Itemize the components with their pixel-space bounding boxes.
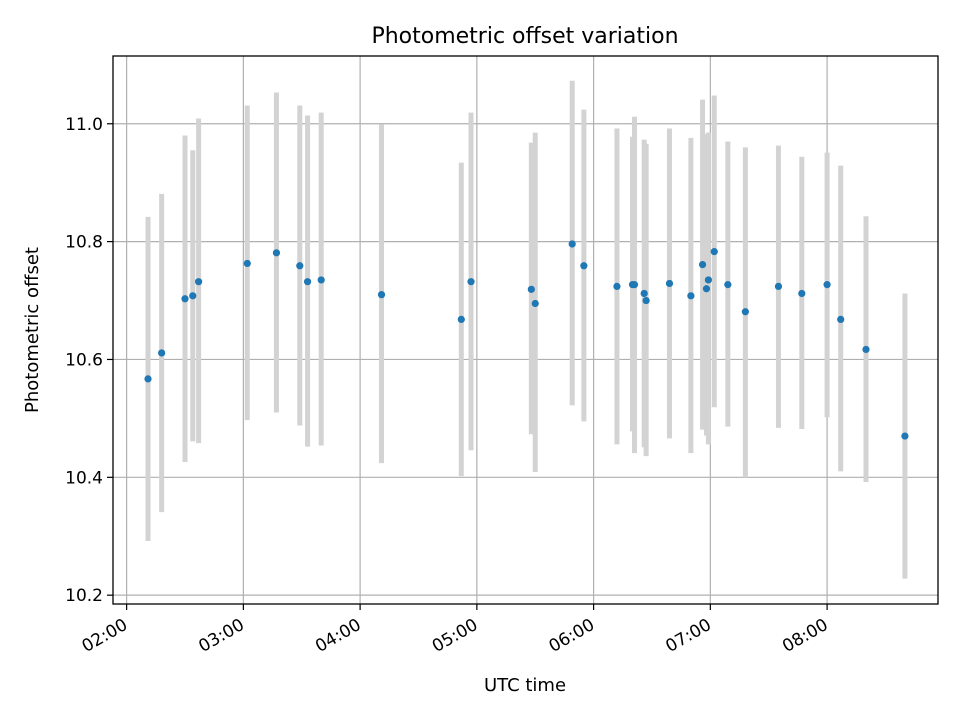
data-point <box>158 349 166 357</box>
data-point <box>630 281 639 289</box>
data-point <box>698 260 707 269</box>
data-point <box>531 299 539 308</box>
data-point <box>527 285 535 293</box>
data-point <box>457 315 465 323</box>
y-tick-label: 10.4 <box>65 468 103 488</box>
y-axis-label: Photometric offset <box>22 247 43 413</box>
data-point <box>144 375 152 383</box>
data-point <box>798 289 806 298</box>
data-point <box>642 296 650 305</box>
y-tick-label: 11.0 <box>65 115 103 135</box>
y-tick-label: 10.8 <box>65 233 103 253</box>
data-point <box>467 278 475 286</box>
y-tick-label: 10.6 <box>65 350 103 370</box>
x-axis-label: UTC time <box>484 675 566 696</box>
data-point <box>823 281 831 289</box>
data-point <box>704 276 713 284</box>
data-point <box>665 279 674 288</box>
data-point <box>724 281 732 289</box>
data-point <box>195 278 203 286</box>
data-point <box>181 295 189 303</box>
data-point <box>296 262 304 270</box>
data-point <box>317 276 325 284</box>
data-point <box>189 292 197 300</box>
data-point <box>702 285 711 293</box>
data-points <box>144 240 909 440</box>
data-point <box>862 345 870 354</box>
data-point <box>580 262 588 270</box>
data-point <box>568 240 576 248</box>
data-point <box>687 292 695 300</box>
data-point <box>303 278 312 286</box>
data-point <box>901 432 909 440</box>
data-point <box>640 289 648 298</box>
data-point <box>243 259 251 268</box>
data-point <box>837 315 845 323</box>
data-point <box>774 282 783 290</box>
chart-title: Photometric offset variation <box>371 24 678 49</box>
y-tick-label: 10.2 <box>65 586 103 606</box>
plot-frame <box>112 55 939 605</box>
data-point <box>613 282 621 290</box>
data-point <box>710 248 718 256</box>
data-point <box>377 291 386 299</box>
data-point <box>272 249 281 257</box>
data-point <box>741 308 749 316</box>
